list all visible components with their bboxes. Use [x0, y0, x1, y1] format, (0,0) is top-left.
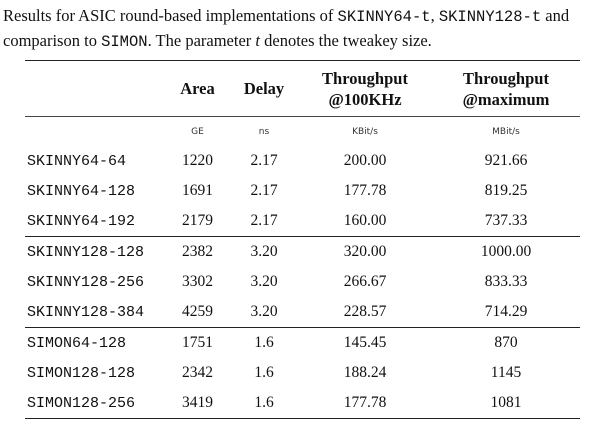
data-row: SKINNY64-128 1691 2.17 177.78 819.25 [25, 176, 580, 206]
value-cell: 266.67 [343, 273, 387, 290]
value-cell: 3302 [182, 273, 213, 290]
header-text: Throughput [322, 68, 408, 88]
value-cell: 3.20 [230, 236, 298, 267]
unit-cell: ns [230, 116, 298, 146]
value-cell: 833.33 [484, 273, 528, 290]
name-cell: SKINNY64-192 [27, 212, 136, 230]
data-row: SKINNY64-64 1220 2.17 200.00 921.66 [25, 146, 580, 176]
value-cell: 188.24 [343, 364, 387, 381]
caption-text: t [255, 31, 260, 50]
header-cell: Throughput @100KHz [298, 61, 432, 117]
value-cell: 1751 [165, 327, 230, 358]
value-cell: 145.45 [298, 327, 432, 358]
caption-text: , [430, 6, 439, 25]
name-cell: SIMON128-256 [27, 394, 136, 412]
value-cell: 3.20 [250, 273, 278, 290]
value-cell: 1691 [182, 182, 213, 199]
caption-text: SKINNY64-t [337, 8, 431, 26]
header-text: @100KHz [328, 89, 402, 109]
value-cell: 228.57 [343, 303, 387, 320]
value-cell: 3.20 [250, 303, 278, 320]
name-cell: SKINNY128-384 [27, 303, 145, 321]
unit-cell: KBit/s [298, 116, 432, 146]
caption-text: Results for ASIC round-based implementat… [3, 6, 338, 25]
header-text: Throughput [463, 68, 549, 88]
results-table: Area Delay Throughput @100KHz Throughput @max… [25, 60, 580, 419]
header-cell: Delay [230, 61, 298, 117]
value-cell: 4259 [182, 303, 213, 320]
value-cell: 2.17 [250, 182, 278, 199]
value-cell: 2.17 [250, 212, 278, 229]
value-cell: 2179 [182, 212, 213, 229]
name-cell: SIMON64-128 [25, 327, 165, 358]
header-cell [25, 61, 165, 117]
value-cell: 1220 [182, 152, 213, 169]
value-cell: 177.78 [343, 182, 387, 199]
value-cell: 1.6 [254, 364, 274, 381]
header-cell: Area [165, 61, 230, 117]
caption-text: and comparison to [3, 6, 570, 50]
name-cell: SKINNY64-64 [27, 152, 127, 170]
value-cell: 921.66 [484, 152, 528, 169]
value-cell: 870 [432, 327, 580, 358]
name-cell: SIMON128-128 [27, 364, 136, 382]
data-row: SKINNY64-192 2179 2.17 160.00 737.33 [25, 206, 580, 237]
value-cell: 1145 [490, 364, 522, 381]
value-cell: 3419 [182, 394, 213, 411]
value-cell: 714.29 [484, 303, 528, 320]
unit-cell: MBit/s [432, 116, 580, 146]
data-row: SIMON128-256 3419 1.6 177.78 1081 [25, 388, 580, 419]
caption-text: SKINNY128-t [438, 8, 542, 26]
data-row: SKINNY128-384 4259 3.20 228.57 714.29 [25, 297, 580, 328]
name-cell: SKINNY128-128 [25, 236, 165, 267]
value-cell: 1081 [490, 394, 522, 411]
header-text: @maximum [462, 89, 550, 109]
name-cell: SKINNY128-256 [27, 273, 145, 291]
data-row: SKINNY128-256 3302 3.20 266.67 833.33 [25, 267, 580, 297]
value-cell: 160.00 [343, 212, 387, 229]
unit-cell: GE [165, 116, 230, 146]
units-cell [25, 116, 165, 146]
caption: Results for ASIC round-based implementat… [3, 4, 593, 54]
value-cell: 2.17 [250, 152, 278, 169]
value-cell: 2382 [165, 236, 230, 267]
value-cell: 819.25 [484, 182, 528, 199]
value-cell: 200.00 [343, 152, 387, 169]
header-cell: Throughput @maximum [432, 61, 580, 117]
header-row: Area Delay Throughput @100KHz Throughput @max… [25, 61, 580, 117]
caption-text: SIMON [101, 33, 148, 51]
value-cell: 177.78 [343, 394, 387, 411]
header-text: Area [180, 79, 215, 98]
data-row: SKINNY128-128 2382 3.20 320.00 1000.00 [25, 236, 580, 267]
caption-text: denotes the tweakey size. [260, 31, 432, 50]
value-cell: 2342 [182, 364, 213, 381]
value-cell: 1.6 [230, 327, 298, 358]
value-cell: 320.00 [298, 236, 432, 267]
data-row: SIMON128-128 2342 1.6 188.24 1145 [25, 358, 580, 388]
name-cell: SKINNY64-128 [27, 182, 136, 200]
data-row: SIMON64-128 1751 1.6 145.45 870 [25, 327, 580, 358]
units-row: GE ns KBit/s MBit/s [25, 116, 580, 146]
caption-text: . The parameter [147, 31, 256, 50]
header-text: Delay [243, 79, 285, 98]
value-cell: 737.33 [484, 212, 528, 229]
value-cell: 1000.00 [432, 236, 580, 267]
value-cell: 1.6 [254, 394, 274, 411]
